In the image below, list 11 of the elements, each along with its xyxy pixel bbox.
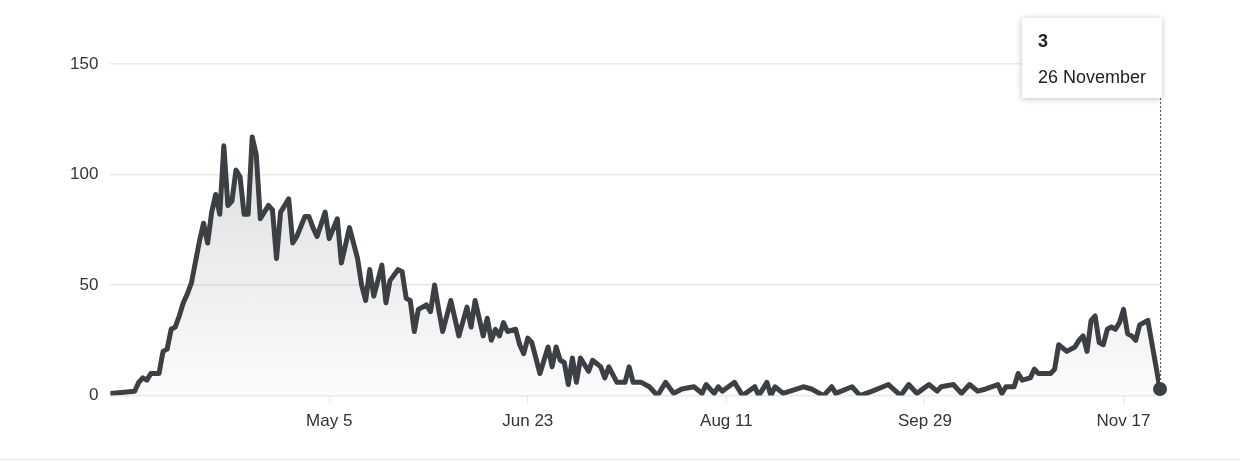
x-tick-label: May 5 bbox=[306, 411, 353, 431]
annotation: 26 November bbox=[1037, 66, 1147, 87]
x-tick-label: Jun 23 bbox=[502, 411, 554, 431]
y-tick-label: 150 bbox=[69, 53, 99, 73]
x-tick-label: Sep 29 bbox=[898, 411, 952, 431]
text: 3 bbox=[1037, 30, 1048, 51]
x-tick-label: Nov 17 bbox=[1096, 411, 1151, 431]
y-tick-label: 0 bbox=[88, 385, 99, 405]
y-tick-label: 100 bbox=[69, 164, 99, 184]
y-tick-label: 50 bbox=[79, 274, 99, 294]
x-tick-label: Aug 11 bbox=[700, 411, 753, 431]
